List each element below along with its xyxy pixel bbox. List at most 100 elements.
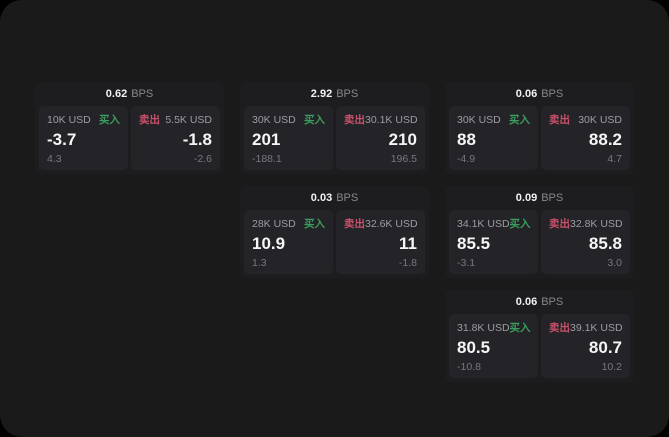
sell-price: 80.7 xyxy=(588,337,622,357)
spread-header: 0.06 BPS xyxy=(445,82,634,106)
buy-side-label: 买入 xyxy=(509,218,531,230)
spread-value: 0.03 xyxy=(310,192,333,204)
buy-panel-top: 28K USD 买入 xyxy=(252,216,325,231)
spread-header: 0.06 BPS xyxy=(445,290,634,314)
quote-card: 0.03 BPS 28K USD 买入 10.9 1.3 卖出 32.6K US… xyxy=(240,186,429,278)
sell-panel-top: 卖出 39.1K USD xyxy=(549,320,623,335)
spread-unit-label: BPS xyxy=(541,88,564,100)
sell-price: -1.8 xyxy=(182,129,212,149)
buy-amount: 34.1K USD xyxy=(457,217,510,230)
buy-sub-value: -10.8 xyxy=(457,361,481,373)
buy-sub-value: 4.3 xyxy=(47,153,62,165)
sell-side-label: 卖出 xyxy=(344,218,365,230)
buy-sub-value: 1.3 xyxy=(252,257,267,269)
spread-header: 2.92 BPS xyxy=(240,82,429,106)
spread-header: 0.03 BPS xyxy=(240,186,429,210)
spread-unit-label: BPS xyxy=(131,88,154,100)
spread-value: 0.06 xyxy=(515,88,538,100)
buy-panel-top: 31.8K USD 买入 xyxy=(457,320,531,335)
sell-sub-value: 4.7 xyxy=(607,153,622,165)
sell-panel[interactable]: 卖出 32.8K USD 85.8 3.0 xyxy=(541,210,630,274)
sell-panel-top: 卖出 32.6K USD xyxy=(344,216,418,231)
buy-panel[interactable]: 10K USD 买入 -3.7 4.3 xyxy=(39,106,128,170)
sell-side-label: 卖出 xyxy=(549,322,570,334)
spread-value: 0.62 xyxy=(105,88,128,100)
buy-sub-value: -4.9 xyxy=(457,153,476,165)
sell-panel[interactable]: 卖出 30K USD 88.2 4.7 xyxy=(541,106,630,170)
sell-panel-top: 卖出 30.1K USD xyxy=(344,112,418,127)
buy-amount: 30K USD xyxy=(457,113,501,126)
quote-card: 0.62 BPS 10K USD 买入 -3.7 4.3 卖出 5.5K USD… xyxy=(35,82,224,174)
buy-amount: 10K USD xyxy=(47,113,91,126)
sell-panel[interactable]: 卖出 32.6K USD 11 -1.8 xyxy=(336,210,425,274)
sell-price: 11 xyxy=(399,233,417,253)
sell-sub-value: 196.5 xyxy=(390,153,417,165)
quote-card: 2.92 BPS 30K USD 买入 201 -188.1 卖出 30.1K … xyxy=(240,82,429,174)
quote-card: 0.09 BPS 34.1K USD 买入 85.5 -3.1 卖出 32.8K… xyxy=(445,186,634,278)
quote-card: 0.06 BPS 31.8K USD 买入 80.5 -10.8 卖出 39.1… xyxy=(445,290,634,382)
spread-unit-label: BPS xyxy=(541,192,564,204)
sell-panel[interactable]: 卖出 39.1K USD 80.7 10.2 xyxy=(541,314,630,378)
sell-price: 210 xyxy=(388,129,417,149)
spread-unit-label: BPS xyxy=(541,296,564,308)
spread-unit-label: BPS xyxy=(336,192,359,204)
sell-panel-top: 卖出 32.8K USD xyxy=(549,216,623,231)
sell-amount: 32.6K USD xyxy=(365,217,418,230)
buy-amount: 28K USD xyxy=(252,217,296,230)
sell-panel-top: 卖出 5.5K USD xyxy=(139,112,212,127)
buy-sell-panels: 28K USD 买入 10.9 1.3 卖出 32.6K USD 11 -1.8 xyxy=(240,210,429,278)
buy-sell-panels: 34.1K USD 买入 85.5 -3.1 卖出 32.8K USD 85.8… xyxy=(445,210,634,278)
sell-panel[interactable]: 卖出 5.5K USD -1.8 -2.6 xyxy=(131,106,220,170)
buy-price: 85.5 xyxy=(457,233,491,253)
buy-side-label: 买入 xyxy=(304,114,325,126)
sell-sub-value: -1.8 xyxy=(398,257,417,269)
buy-sell-panels: 30K USD 买入 201 -188.1 卖出 30.1K USD 210 1… xyxy=(240,106,429,174)
buy-panel[interactable]: 28K USD 买入 10.9 1.3 xyxy=(244,210,333,274)
buy-amount: 30K USD xyxy=(252,113,296,126)
buy-side-label: 买入 xyxy=(509,114,530,126)
buy-amount: 31.8K USD xyxy=(457,321,510,334)
spread-value: 0.09 xyxy=(515,192,538,204)
spread-header: 0.09 BPS xyxy=(445,186,634,210)
sell-sub-value: -2.6 xyxy=(193,153,212,165)
sell-amount: 30K USD xyxy=(578,113,622,126)
buy-panel-top: 30K USD 买入 xyxy=(457,112,530,127)
sell-sub-value: 10.2 xyxy=(601,361,622,373)
sell-side-label: 卖出 xyxy=(549,114,570,126)
buy-price: 10.9 xyxy=(252,233,286,253)
buy-side-label: 买入 xyxy=(99,114,120,126)
sell-amount: 30.1K USD xyxy=(365,113,418,126)
buy-sell-panels: 10K USD 买入 -3.7 4.3 卖出 5.5K USD -1.8 -2.… xyxy=(35,106,224,174)
buy-price: 201 xyxy=(252,129,281,149)
quote-card: 0.06 BPS 30K USD 买入 88 -4.9 卖出 30K USD 8… xyxy=(445,82,634,174)
buy-sell-panels: 30K USD 买入 88 -4.9 卖出 30K USD 88.2 4.7 xyxy=(445,106,634,174)
buy-sell-panels: 31.8K USD 买入 80.5 -10.8 卖出 39.1K USD 80.… xyxy=(445,314,634,382)
sell-panel[interactable]: 卖出 30.1K USD 210 196.5 xyxy=(336,106,425,170)
sell-amount: 5.5K USD xyxy=(165,113,212,126)
spread-value: 2.92 xyxy=(310,88,333,100)
sell-side-label: 卖出 xyxy=(139,114,160,126)
buy-panel-top: 10K USD 买入 xyxy=(47,112,120,127)
sell-price: 85.8 xyxy=(588,233,622,253)
sell-sub-value: 3.0 xyxy=(607,257,622,269)
buy-price: -3.7 xyxy=(47,129,77,149)
buy-side-label: 买入 xyxy=(304,218,325,230)
buy-sub-value: -3.1 xyxy=(457,257,476,269)
buy-side-label: 买入 xyxy=(509,322,531,334)
buy-panel[interactable]: 34.1K USD 买入 85.5 -3.1 xyxy=(449,210,538,274)
buy-panel[interactable]: 30K USD 买入 88 -4.9 xyxy=(449,106,538,170)
buy-panel[interactable]: 30K USD 买入 201 -188.1 xyxy=(244,106,333,170)
buy-price: 80.5 xyxy=(457,337,491,357)
sell-side-label: 卖出 xyxy=(344,114,365,126)
buy-price: 88 xyxy=(457,129,476,149)
buy-panel-top: 34.1K USD 买入 xyxy=(457,216,531,231)
buy-panel[interactable]: 31.8K USD 买入 80.5 -10.8 xyxy=(449,314,538,378)
spread-header: 0.62 BPS xyxy=(35,82,224,106)
spread-unit-label: BPS xyxy=(336,88,359,100)
sell-amount: 39.1K USD xyxy=(570,321,623,334)
buy-sub-value: -188.1 xyxy=(252,153,282,165)
buy-panel-top: 30K USD 买入 xyxy=(252,112,325,127)
spread-value: 0.06 xyxy=(515,296,538,308)
sell-panel-top: 卖出 30K USD xyxy=(549,112,622,127)
